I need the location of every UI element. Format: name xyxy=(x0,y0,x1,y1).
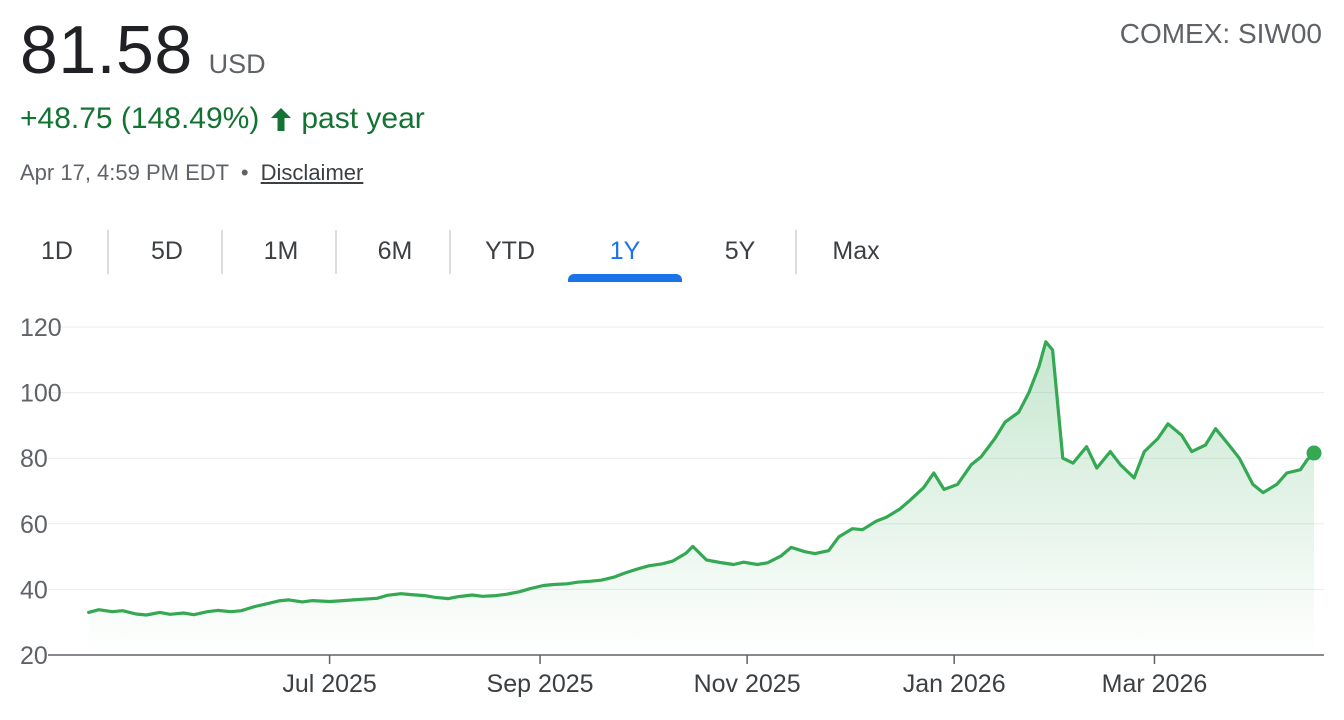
current-price: 81.58 xyxy=(20,12,193,88)
current-price-point[interactable] xyxy=(1306,445,1322,461)
tab-divider xyxy=(221,230,223,274)
quote-timestamp: Apr 17, 4:59 PM EDT xyxy=(20,160,229,185)
x-tick-label: Sep 2025 xyxy=(487,670,594,698)
y-tick-label: 100 xyxy=(20,380,62,408)
ticker-symbol: COMEX: SIW00 xyxy=(1119,18,1322,49)
price-area-fill xyxy=(88,341,1315,655)
tab-ytd[interactable]: YTD xyxy=(485,237,535,265)
tab-1d[interactable]: 1D xyxy=(41,237,73,265)
y-tick-label: 60 xyxy=(20,511,48,539)
tab-5d[interactable]: 5D xyxy=(151,237,183,265)
price-series-line xyxy=(87,340,1316,617)
tab-5y[interactable]: 5Y xyxy=(724,237,756,265)
change-period-label: past year xyxy=(301,102,425,135)
tab-max[interactable]: Max xyxy=(832,237,880,265)
meta-separator: • xyxy=(240,160,249,185)
x-tick-label: Nov 2025 xyxy=(694,670,801,698)
tab-divider xyxy=(107,230,109,274)
y-tick-label: 40 xyxy=(20,576,48,604)
price-change-row: +48.75 (148.49%) past year xyxy=(20,102,425,136)
y-tick-label: 120 xyxy=(20,314,62,342)
price-change-value: +48.75 (148.49%) xyxy=(20,102,260,135)
quote-meta: Apr 17, 4:59 PM EDT • Disclaimer xyxy=(20,160,363,186)
y-tick-label: 20 xyxy=(20,642,48,670)
price-row: 81.58 USD xyxy=(20,10,266,90)
tab-divider xyxy=(335,230,337,274)
y-axis-labels: 20 40 60 80 100 120 xyxy=(20,314,62,670)
time-range-tabs: 1D 5D 1M 6M YTD 1Y 5Y Max xyxy=(0,226,910,282)
arrow-up-icon xyxy=(269,105,293,133)
y-tick-label: 80 xyxy=(20,445,48,473)
tab-divider xyxy=(449,230,451,274)
currency-label: USD xyxy=(208,49,266,79)
x-tick-label: Jul 2025 xyxy=(282,670,377,698)
disclaimer-link[interactable]: Disclaimer xyxy=(260,160,364,185)
tab-1m[interactable]: 1M xyxy=(263,237,299,265)
x-tick-label: Jan 2026 xyxy=(903,670,1006,698)
x-tick-label: Mar 2026 xyxy=(1102,670,1208,698)
tab-6m[interactable]: 6M xyxy=(377,237,413,265)
tab-divider xyxy=(795,230,797,274)
tab-1y[interactable]: 1Y xyxy=(568,226,682,282)
x-axis-labels: Jul 2025 Sep 2025 Nov 2025 Jan 2026 Mar 2026 xyxy=(282,655,1207,698)
